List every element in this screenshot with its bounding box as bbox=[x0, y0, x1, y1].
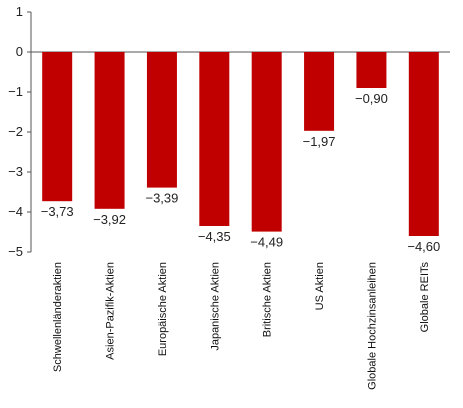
bar bbox=[304, 52, 335, 131]
data-label: −3,92 bbox=[93, 212, 126, 227]
y-tick-label: −2 bbox=[8, 124, 23, 139]
bar bbox=[199, 52, 230, 226]
category-label: US Aktien bbox=[314, 262, 326, 310]
bar bbox=[356, 52, 387, 88]
y-tick-label: −1 bbox=[8, 84, 23, 99]
data-label: −3,39 bbox=[145, 191, 178, 206]
bar bbox=[42, 52, 73, 202]
category-label: Japanische Aktien bbox=[209, 262, 221, 351]
y-tick-label: −4 bbox=[8, 204, 23, 219]
category-label: Britische Aktien bbox=[262, 262, 274, 337]
data-label: −4,60 bbox=[407, 239, 440, 254]
data-label: −1,97 bbox=[303, 134, 336, 149]
bar bbox=[94, 52, 125, 209]
data-label: −4,49 bbox=[250, 235, 283, 250]
data-label: −3,73 bbox=[41, 204, 74, 219]
bar bbox=[251, 52, 282, 232]
axes bbox=[27, 11, 450, 253]
data-label: −0,90 bbox=[355, 91, 388, 106]
category-label: Globale REITs bbox=[419, 262, 431, 333]
y-tick-labels: 1 0 −1 −2 −3 −4 −5 bbox=[8, 4, 23, 259]
category-labels: Schwellenländeraktien Asien-Pazifik-Aktie… bbox=[52, 262, 431, 390]
y-tick-label: 0 bbox=[16, 44, 23, 59]
bar bbox=[408, 52, 439, 236]
data-labels: −3,73 −3,92 −3,39 −4,35 −4,49 −1,97 −0,90 −4,60 bbox=[41, 91, 441, 254]
category-label: Europäische Aktien bbox=[157, 262, 169, 356]
category-label: Globale Hochzinsanleihen bbox=[366, 262, 378, 390]
bar bbox=[146, 52, 177, 188]
category-label: Schwellenländeraktien bbox=[52, 262, 64, 372]
data-label: −4,35 bbox=[198, 229, 231, 244]
y-tick-label: 1 bbox=[16, 4, 23, 19]
bars bbox=[42, 52, 439, 236]
category-label: Asien-Pazifik-Aktien bbox=[105, 262, 117, 360]
y-tick-label: −3 bbox=[8, 164, 23, 179]
y-tick-label: −5 bbox=[8, 244, 23, 259]
